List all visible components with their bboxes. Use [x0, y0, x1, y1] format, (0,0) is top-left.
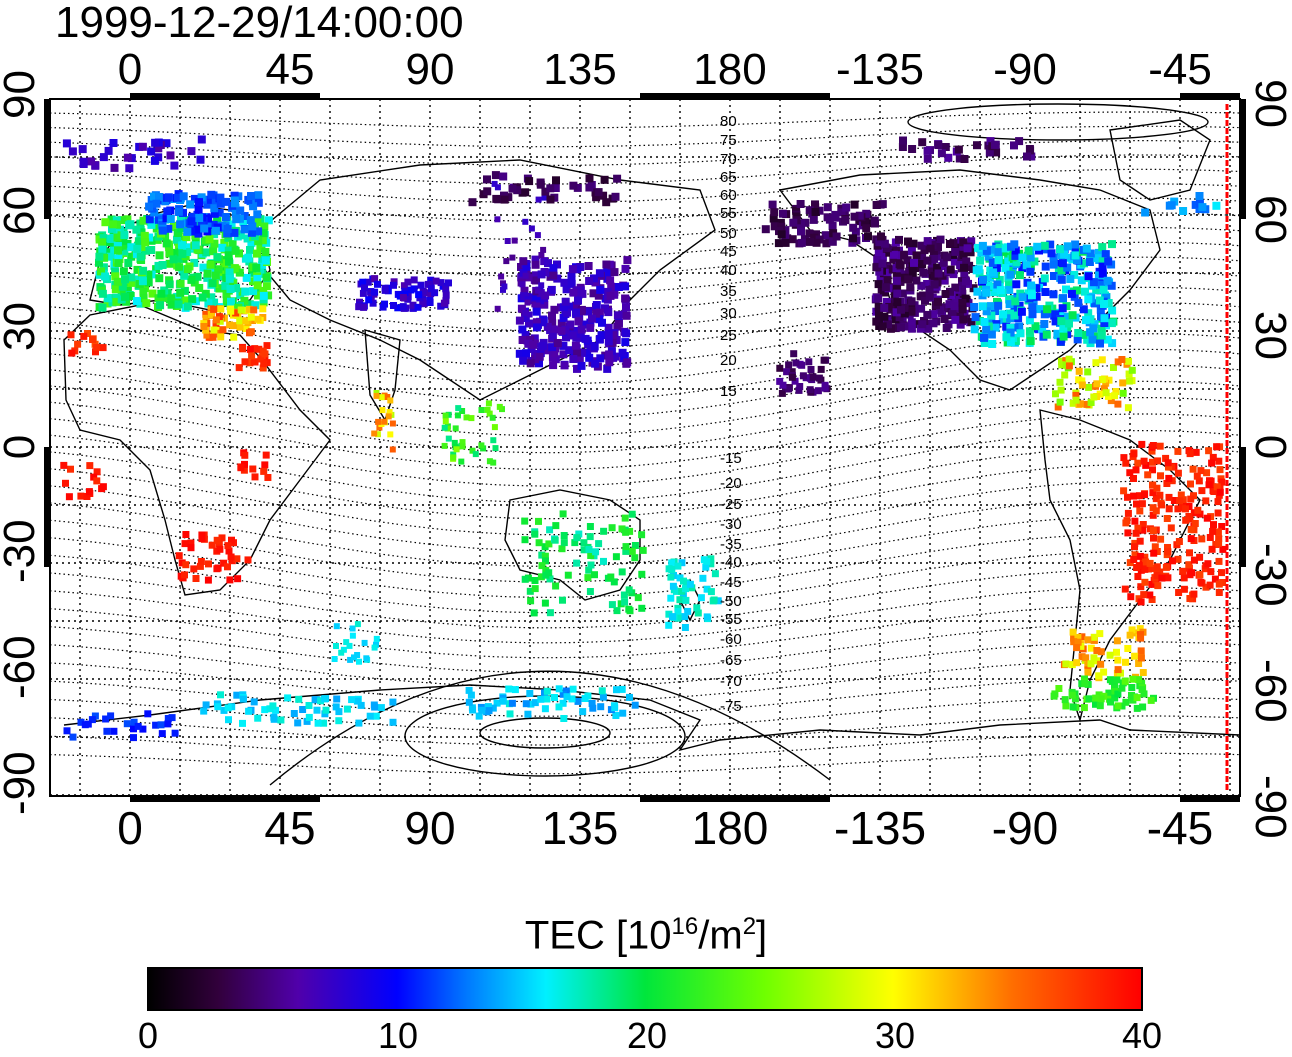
contour-label: -45: [720, 574, 742, 591]
contour-label: -30: [720, 516, 742, 533]
y-tick-right: -30: [1246, 543, 1292, 607]
x-tick-top: -135: [835, 45, 925, 94]
contour-label: -50: [720, 593, 742, 610]
x-tick-top: 180: [693, 45, 767, 94]
contour-label: -75: [720, 698, 742, 715]
contour-label: 50: [720, 225, 737, 242]
y-tick-left: 30: [0, 302, 44, 351]
coastline: [63, 684, 1240, 752]
y-tick-left: 60: [0, 186, 44, 235]
x-tick-bottom: 135: [541, 802, 619, 854]
colorbar-title: TEC [1016/m2]: [524, 913, 768, 958]
contour-label: 75: [720, 132, 737, 149]
coastline: [1109, 119, 1211, 201]
y-tick-right: -60: [1246, 659, 1292, 723]
contour-label: -70: [720, 673, 742, 690]
y-tick-left: -30: [0, 519, 44, 583]
contour-label: -65: [720, 652, 742, 669]
y-tick-left: 90: [0, 70, 44, 119]
contour-label: 25: [720, 327, 737, 344]
contour-label: 45: [720, 243, 737, 260]
contour-label: 55: [720, 205, 737, 222]
contour-label: 40: [720, 262, 737, 279]
y-tick-right: -90: [1246, 775, 1292, 839]
y-tick-left: 0: [0, 427, 44, 467]
contour-label: -35: [720, 536, 742, 553]
y-tick-right: 0: [1246, 434, 1292, 460]
x-tick-top: -45: [1148, 45, 1212, 94]
x-tick-top: 0: [117, 45, 143, 94]
colorbar: [147, 967, 1143, 1011]
contour-label: -15: [720, 450, 742, 467]
x-tick-top: 45: [265, 45, 315, 94]
map-title: 1999-12-29/14:00:00: [55, 0, 464, 47]
contour-label: 15: [720, 383, 737, 400]
y-tick-right: 60: [1246, 195, 1292, 244]
x-tick-bottom: -45: [1146, 802, 1214, 854]
contour-label: -55: [720, 611, 742, 628]
y-tick-right: 90: [1246, 79, 1292, 128]
coastline: [364, 329, 401, 422]
x-tick-top: -90: [993, 45, 1057, 94]
colorbar-tick: 30: [874, 1015, 916, 1056]
x-tick-bottom: 0: [117, 802, 143, 854]
colorbar-tick: 20: [626, 1015, 668, 1056]
x-tick-bottom: 180: [691, 802, 769, 854]
x-tick-bottom: 45: [264, 802, 316, 854]
contour-label: 60: [720, 187, 737, 204]
colorbar-tick: 10: [377, 1015, 419, 1056]
y-tick-left: -60: [0, 635, 44, 699]
tec-observations: [60, 135, 1227, 742]
contour-label: -40: [720, 554, 742, 571]
colorbar-tick: 0: [137, 1015, 159, 1056]
colorbar-tick: 40: [1121, 1015, 1163, 1056]
x-tick-bottom: 90: [404, 802, 456, 854]
contour-label: 35: [720, 283, 737, 300]
x-tick-bottom: -135: [833, 802, 927, 854]
contour-label: -20: [720, 475, 742, 492]
contour-label: 65: [720, 169, 737, 186]
coastline: [504, 489, 641, 601]
x-tick-top: 135: [543, 45, 617, 94]
contour-label: 20: [720, 352, 737, 369]
contour-label: -60: [720, 631, 742, 648]
contour-label: 30: [720, 305, 737, 322]
x-tick-top: 90: [405, 45, 455, 94]
contour-label: -25: [720, 496, 742, 513]
contour-label: 70: [720, 151, 737, 168]
y-tick-left: -90: [0, 751, 44, 815]
y-tick-right: 30: [1246, 311, 1292, 360]
x-tick-bottom: -90: [991, 802, 1059, 854]
contour-label: 80: [720, 113, 737, 130]
